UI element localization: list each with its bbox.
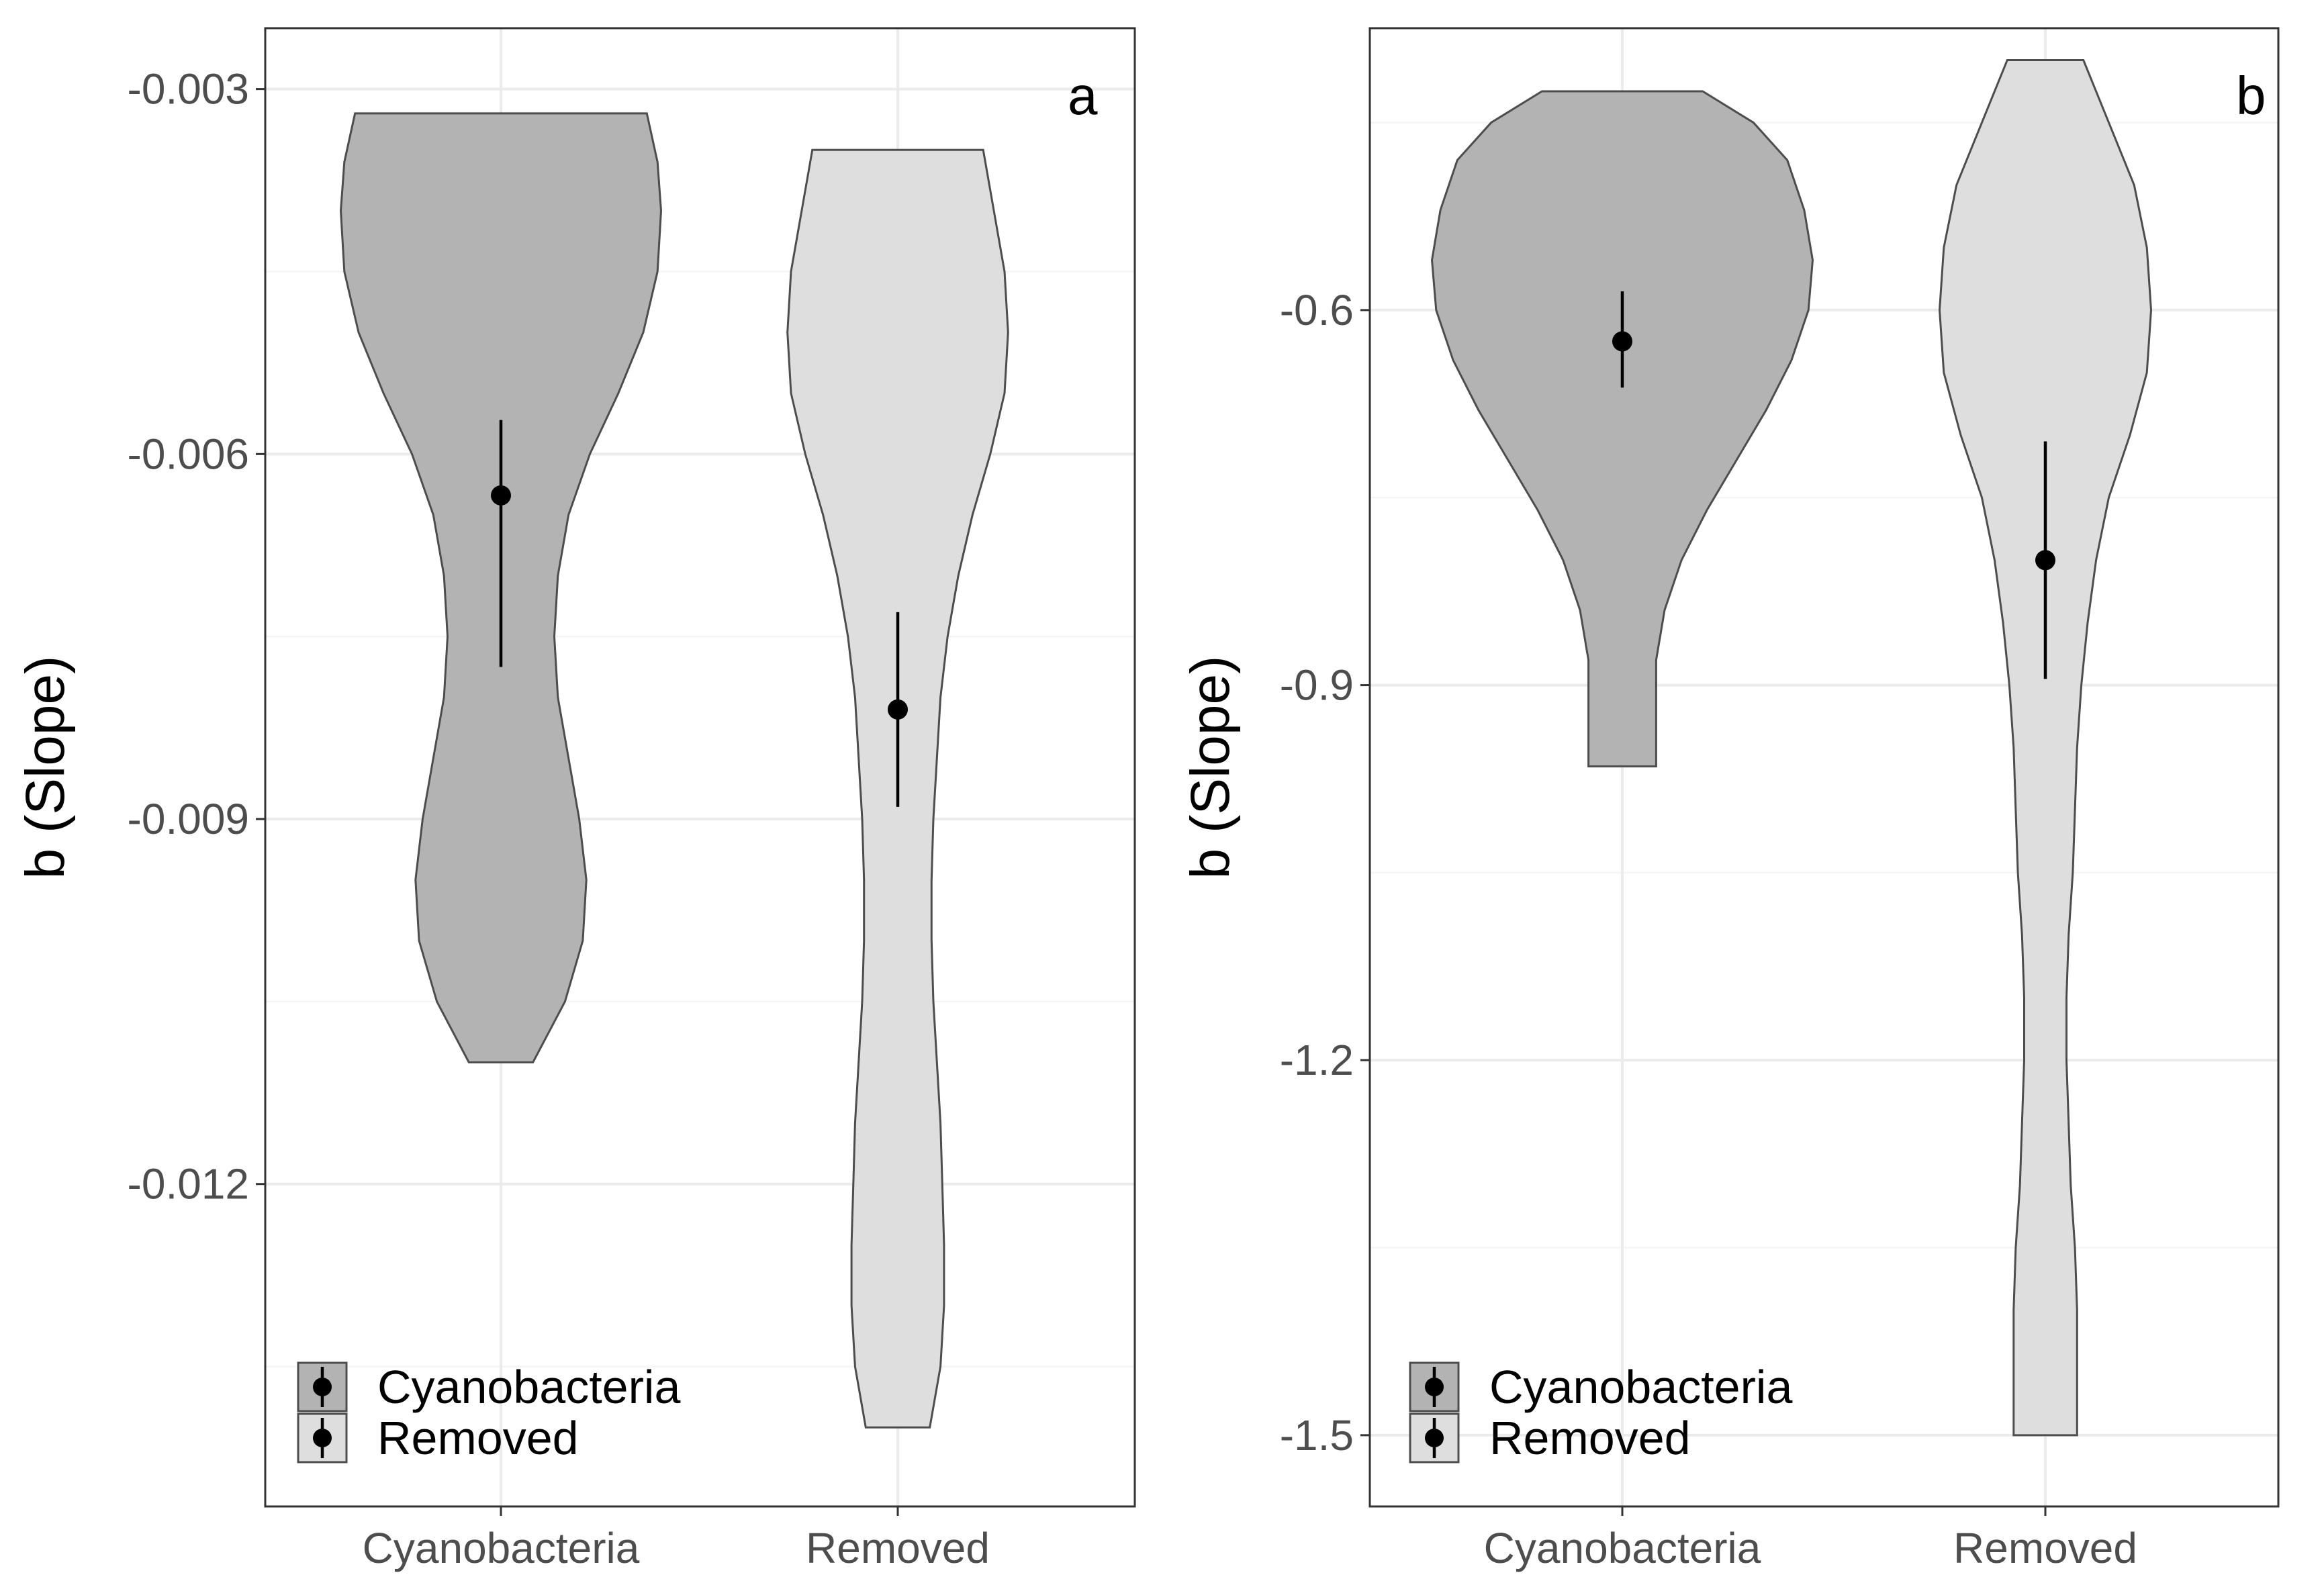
legend-key-point [313, 1378, 332, 1396]
x-tick-label: Removed [806, 1524, 990, 1572]
mean-point-cyanobacteria [491, 485, 511, 506]
legend-label: Cyanobacteria [1489, 1361, 1792, 1413]
y-tick-label: -1.2 [1280, 1036, 1354, 1084]
panel-border [1368, 27, 2280, 1508]
legend-label: Removed [1489, 1412, 1691, 1464]
mean-point-cyanobacteria [1612, 331, 1632, 352]
y-tick-label: -0.6 [1280, 286, 1354, 334]
y-tick-label: -1.5 [1280, 1411, 1354, 1459]
y-tick-label: -0.006 [128, 430, 249, 478]
legend-label: Removed [377, 1412, 579, 1464]
panel-a: CyanobacteriaRemoved-0.003-0.006-0.009-0… [15, 27, 1136, 1572]
y-tick-label: -0.003 [128, 65, 249, 113]
y-tick-label: -0.012 [128, 1160, 249, 1208]
panel-b: CyanobacteriaRemoved-0.6-0.9-1.2-1.5Cyan… [1180, 27, 2280, 1572]
x-tick-label: Cyanobacteria [363, 1524, 640, 1572]
legend-key-point [1425, 1378, 1444, 1396]
panel-tag: a [1068, 66, 1098, 126]
legend-key-point [1425, 1429, 1444, 1447]
y-tick-label: -0.009 [128, 795, 249, 843]
legend-label: Cyanobacteria [377, 1361, 680, 1413]
mean-point-removed [888, 699, 908, 720]
panel-border [264, 27, 1136, 1508]
violin-removed [1938, 59, 2153, 1437]
x-tick-label: Cyanobacteria [1484, 1524, 1761, 1572]
mean-point-removed [2035, 550, 2055, 571]
violin-cyanobacteria [1430, 90, 1814, 768]
legend-key-point [313, 1429, 332, 1447]
y-axis-title: b (Slope) [15, 656, 76, 879]
y-axis-title: b (Slope) [1180, 656, 1241, 879]
y-tick-label: -0.9 [1280, 661, 1354, 710]
panel-tag: b [2236, 66, 2266, 126]
x-tick-label: Removed [1953, 1524, 2137, 1572]
